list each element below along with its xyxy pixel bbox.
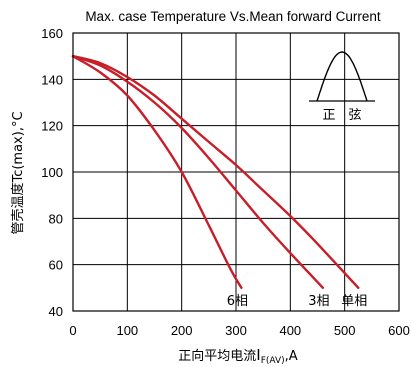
series-line-1 (71, 55, 243, 289)
series-label: 3相 (308, 294, 329, 309)
x-tick-label: 200 (171, 323, 193, 338)
x-axis-label: 正向平均电流IF(AV),A (178, 346, 298, 366)
series-line-2 (71, 55, 325, 289)
series-labels: 6相 3相 单相 (227, 294, 367, 309)
x-axis-label-prefix: 正向平均电流 (178, 348, 256, 364)
x-axis-label-suffix: ,A (285, 349, 298, 364)
y-tick-label: 140 (41, 72, 63, 87)
series-label: 6相 (227, 294, 248, 309)
y-tick-label: 60 (49, 258, 63, 273)
y-tick-label: 80 (49, 211, 63, 226)
x-axis-label-subscript: F(AV) (261, 356, 285, 366)
x-tick-label: 500 (334, 323, 356, 338)
inset-label: 正 弦 (322, 107, 361, 123)
series-line-3 (71, 55, 360, 289)
sine-half-wave-icon (316, 51, 368, 102)
y-tick-labels: 40 60 80 100 120 140 160 (41, 26, 63, 319)
x-axis-label-symbol: I (256, 346, 260, 364)
chart-title: Max. case Temperature Vs.Mean forward Cu… (85, 9, 381, 24)
x-tick-labels: 0 100 200 300 400 500 600 (69, 323, 409, 338)
plot-frame (72, 32, 400, 312)
y-axis-label: 管壳温度Tc(max),°C (10, 111, 26, 234)
x-tick-label: 100 (116, 323, 138, 338)
series-label: 单相 (341, 294, 367, 309)
y-tick-label: 40 (49, 304, 63, 319)
x-tick-label: 600 (388, 323, 410, 338)
series-lines (71, 55, 360, 289)
x-tick-label: 0 (69, 323, 76, 338)
y-tick-label: 160 (41, 26, 63, 41)
x-tick-label: 400 (279, 323, 301, 338)
sine-inset: 正 弦 (309, 51, 375, 123)
y-tick-label: 120 (41, 119, 63, 134)
x-tick-label: 300 (225, 323, 247, 338)
y-tick-label: 100 (41, 165, 63, 180)
